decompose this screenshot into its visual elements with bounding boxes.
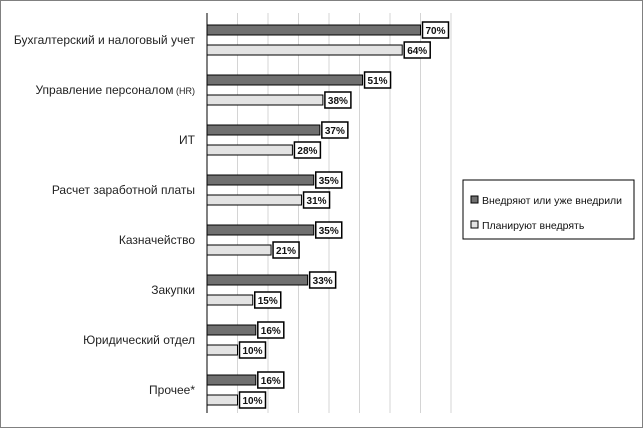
data-label-box — [293, 141, 322, 159]
category-label: Закупки — [151, 283, 195, 297]
bar-series-1 — [206, 324, 257, 336]
data-label: 35% — [319, 226, 339, 237]
data-label: 35% — [319, 176, 339, 187]
data-label: 31% — [307, 196, 327, 207]
bar-series-1 — [206, 224, 315, 236]
category-label: Расчет заработной платы — [52, 183, 195, 197]
data-label: 37% — [325, 126, 345, 137]
data-label: 10% — [242, 396, 262, 407]
data-label-box — [257, 321, 285, 339]
category-label: Юридический отдел — [83, 333, 195, 347]
data-label-box — [272, 241, 300, 259]
data-label: 21% — [276, 246, 296, 257]
legend-box — [462, 179, 635, 240]
data-label: 64% — [407, 46, 427, 57]
data-label-box — [315, 221, 343, 239]
legend-label-series-1: Внедряют или уже внедрили — [482, 195, 622, 207]
data-label: 10% — [242, 346, 262, 357]
bar-series-2 — [206, 94, 324, 106]
data-label-box — [324, 91, 352, 109]
bar-series-1 — [206, 124, 321, 136]
data-label-box — [421, 21, 450, 39]
legend: Внедряют или уже внедрили Планируют внед… — [462, 179, 635, 240]
data-label: 28% — [297, 146, 317, 157]
data-label: 51% — [368, 76, 388, 87]
bar-series-2 — [206, 294, 254, 306]
bar-series-2 — [206, 244, 272, 256]
bar-series-1 — [206, 374, 257, 386]
bar-series-1 — [206, 274, 309, 286]
bars: 70% 64% 51% 38% 37% 28% 35% 31% 35% 21% 33% 15% 16% 1… — [206, 21, 450, 409]
data-label: 38% — [328, 96, 348, 107]
data-label-box — [308, 271, 337, 289]
bar-series-2 — [206, 394, 238, 406]
category-label: Управление персоналом (HR) — [35, 83, 195, 97]
category-label: Бухгалтерский и налоговый учет — [14, 33, 196, 47]
data-label: 16% — [261, 376, 281, 387]
data-label: 16% — [261, 326, 281, 337]
legend-swatch-series-1 — [470, 195, 479, 204]
data-label-box — [315, 171, 343, 189]
data-label: 15% — [258, 296, 278, 307]
category-labels: Бухгалтерский и налоговый учет Управление… — [14, 33, 196, 397]
data-label: 33% — [313, 276, 333, 287]
bar-series-2 — [206, 344, 238, 356]
data-label: 70% — [425, 26, 445, 37]
category-label: ИТ — [179, 133, 196, 147]
bar-series-2 — [206, 194, 303, 206]
data-label-box — [363, 71, 392, 89]
bar-series-1 — [206, 74, 364, 86]
bar-series-1 — [206, 174, 315, 186]
category-label: Прочее* — [149, 383, 195, 397]
legend-swatch-series-2 — [470, 220, 479, 229]
data-label-box — [403, 41, 431, 59]
bar-series-1 — [206, 24, 421, 36]
data-label-box — [254, 291, 282, 309]
data-label-box — [238, 391, 267, 409]
bar-series-2 — [206, 144, 293, 156]
legend-label-series-2: Планируют внедрять — [482, 220, 585, 232]
data-label-box — [257, 371, 285, 389]
category-label: Казначейство — [119, 233, 195, 247]
data-label-box — [302, 191, 331, 209]
data-label-box — [321, 121, 349, 139]
bar-series-2 — [206, 44, 403, 56]
data-label-box — [238, 341, 267, 359]
